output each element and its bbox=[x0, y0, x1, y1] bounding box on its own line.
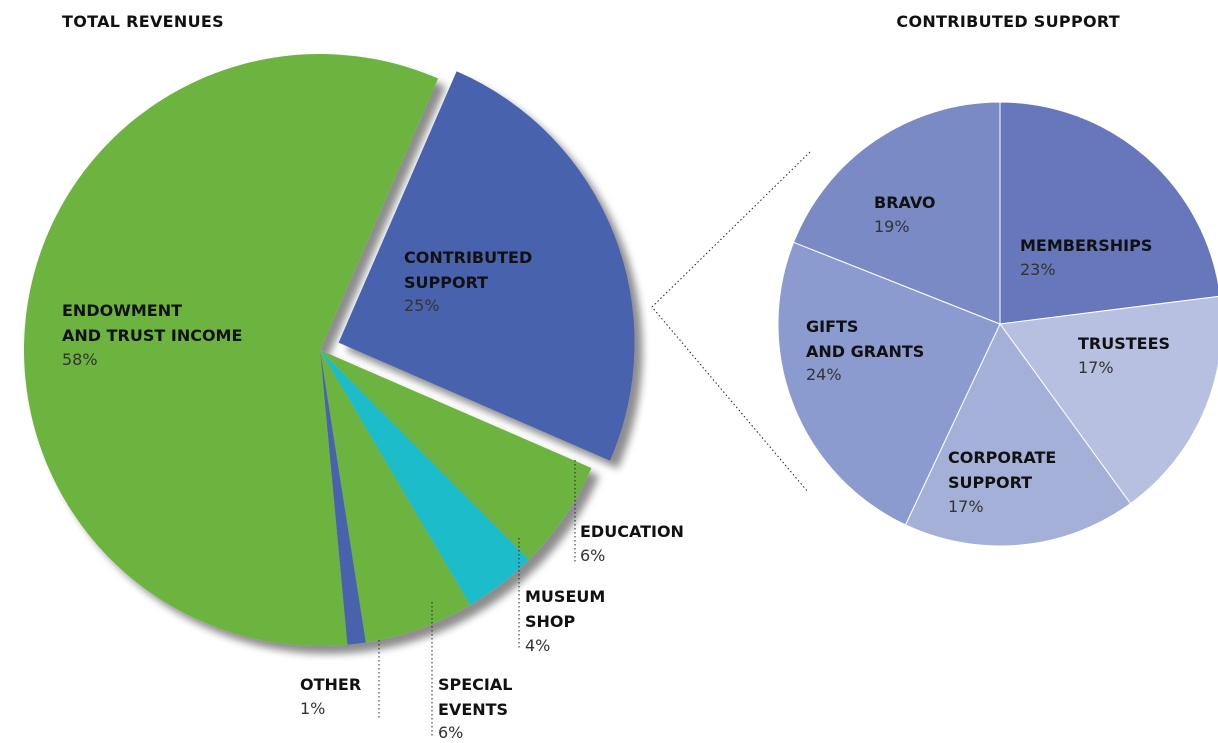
label-memberships-value: 23% bbox=[1020, 260, 1056, 279]
label-corporate-support-value: 17% bbox=[948, 497, 984, 516]
label-corporate-support-line2: SUPPORT bbox=[948, 473, 1032, 492]
label-contributed-support: CONTRIBUTED SUPPORT 25% bbox=[404, 248, 532, 315]
label-endowment-value: 58% bbox=[62, 350, 98, 369]
slice-endowment bbox=[23, 53, 439, 646]
label-memberships-line1: MEMBERSHIPS bbox=[1020, 236, 1152, 255]
label-museum-shop-line1: MUSEUM bbox=[525, 587, 605, 606]
slice-contributed-support bbox=[338, 71, 635, 461]
slice-bravo bbox=[792, 101, 1001, 325]
slice-other bbox=[320, 350, 366, 645]
slice-gifts-and-grants bbox=[777, 241, 1001, 526]
label-endowment: ENDOWMENT AND TRUST INCOME 58% bbox=[62, 301, 242, 369]
label-gifts-and-grants-line1: GIFTS bbox=[806, 317, 858, 336]
chart-title-contributed-support: CONTRIBUTED SUPPORT bbox=[896, 12, 1120, 31]
label-special-events: SPECIAL EVENTS 6% bbox=[438, 675, 512, 742]
slice-trustees bbox=[999, 295, 1218, 505]
label-education-line1: EDUCATION bbox=[580, 522, 684, 541]
label-museum-shop: MUSEUM SHOP 4% bbox=[525, 587, 605, 655]
label-museum-shop-value: 4% bbox=[525, 636, 550, 655]
label-endowment-line2: AND TRUST INCOME bbox=[62, 326, 242, 345]
label-special-events-line2: EVENTS bbox=[438, 700, 508, 719]
label-endowment-line1: ENDOWMENT bbox=[62, 301, 182, 320]
label-memberships: MEMBERSHIPS 23% bbox=[1020, 236, 1152, 279]
label-bravo: BRAVO 19% bbox=[874, 193, 936, 236]
label-trustees-value: 17% bbox=[1078, 358, 1114, 377]
label-other-value: 1% bbox=[300, 699, 325, 718]
label-corporate-support: CORPORATE SUPPORT 17% bbox=[948, 448, 1056, 516]
label-corporate-support-line1: CORPORATE bbox=[948, 448, 1056, 467]
label-special-events-value: 6% bbox=[438, 723, 463, 742]
label-contributed-support-value: 25% bbox=[404, 296, 440, 315]
label-bravo-line1: BRAVO bbox=[874, 193, 936, 212]
label-other-line1: OTHER bbox=[300, 675, 361, 694]
slice-education bbox=[320, 350, 592, 560]
label-gifts-and-grants-value: 24% bbox=[806, 365, 842, 384]
slice-museum-shop bbox=[320, 350, 529, 606]
slice-memberships bbox=[999, 101, 1218, 325]
slice-corporate-support bbox=[904, 323, 1132, 547]
label-other: OTHER 1% bbox=[300, 675, 361, 718]
label-bravo-value: 19% bbox=[874, 217, 910, 236]
label-contributed-support-line2: SUPPORT bbox=[404, 273, 488, 292]
label-gifts-and-grants: GIFTS AND GRANTS 24% bbox=[806, 317, 924, 384]
total-revenues-pie bbox=[23, 53, 635, 646]
slice-special-events bbox=[320, 350, 471, 643]
contributed-support-pie bbox=[777, 101, 1218, 547]
label-museum-shop-line2: SHOP bbox=[525, 612, 576, 631]
label-trustees-line1: TRUSTEES bbox=[1078, 334, 1170, 353]
label-contributed-support-line1: CONTRIBUTED bbox=[404, 248, 532, 267]
label-special-events-line1: SPECIAL bbox=[438, 675, 512, 694]
label-education-value: 6% bbox=[580, 546, 605, 565]
label-education: EDUCATION 6% bbox=[580, 522, 684, 565]
label-trustees: TRUSTEES 17% bbox=[1078, 334, 1170, 377]
label-gifts-and-grants-line2: AND GRANTS bbox=[806, 342, 924, 361]
connector-line bbox=[651, 151, 811, 493]
chart-title-total-revenues: TOTAL REVENUES bbox=[62, 12, 224, 31]
